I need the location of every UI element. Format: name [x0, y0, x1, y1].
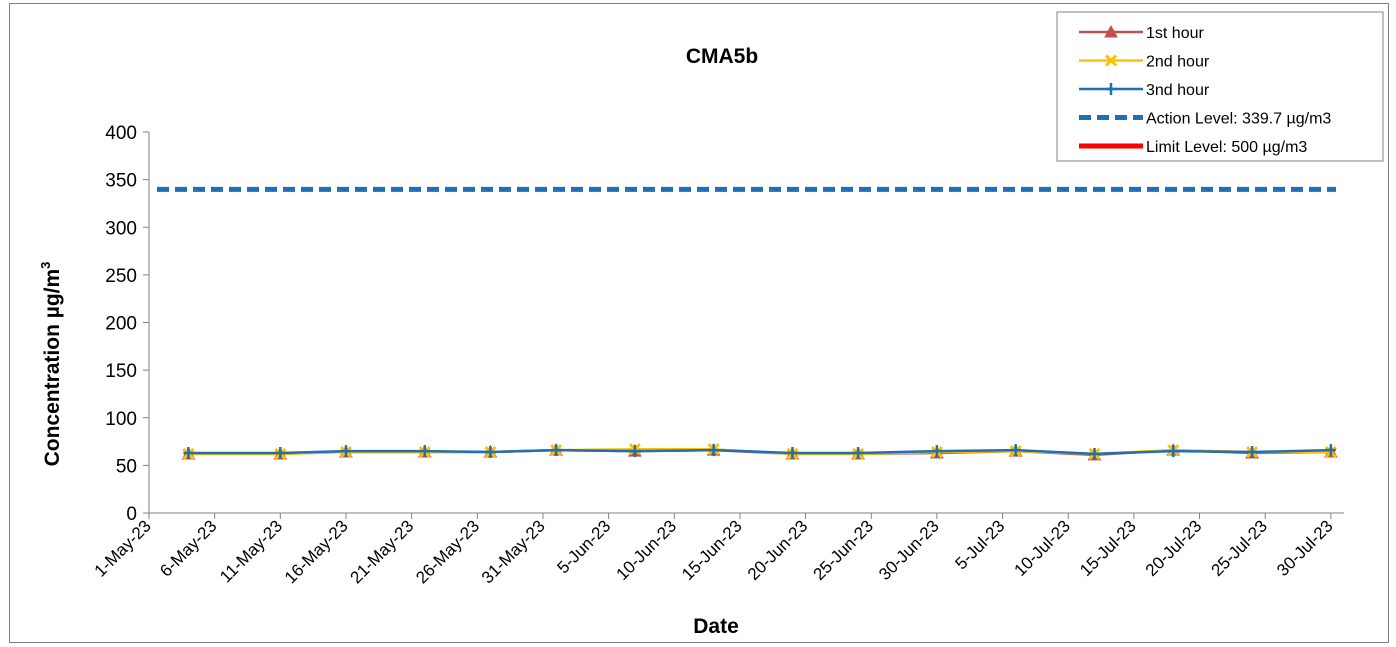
legend-item: Limit Level: 500 µg/m3 [1079, 139, 1307, 156]
data-point [1010, 444, 1021, 457]
data-point [1104, 24, 1118, 38]
legend-item: 3nd hour [1079, 82, 1210, 99]
x-tick-label: 5-Jun-23 [554, 516, 615, 577]
x-tick-label: 20-Jun-23 [744, 516, 812, 584]
data-point [1104, 54, 1118, 67]
y-tick-label: 350 [105, 171, 137, 192]
data-point [1089, 447, 1100, 460]
data-point [551, 444, 562, 457]
y-tick-label: 300 [105, 218, 137, 239]
y-axis-title-text: Concentration µg/m [41, 269, 64, 467]
y-axis: 0 50 100 150 200 250 300 350 400 [105, 123, 150, 525]
legend-item: 2nd hour [1079, 54, 1210, 71]
x-axis-title: Date [693, 615, 739, 638]
data-point [629, 445, 640, 458]
data-point [931, 445, 942, 458]
svg-text:Concentration µg/m3: Concentration µg/m3 [38, 262, 64, 467]
legend-label: Action Level: 339.7 µg/m3 [1146, 111, 1331, 128]
data-point [485, 446, 496, 459]
x-tick-label: 6-May-23 [156, 516, 220, 580]
y-tick-label: 250 [105, 266, 137, 287]
data-point [275, 446, 286, 459]
x-tick-label: 30-Jun-23 [875, 516, 943, 584]
chart-title: CMA5b [686, 45, 758, 68]
x-tick-label: 1-May-23 [91, 516, 155, 580]
y-tick-label: 50 [116, 456, 137, 477]
legend-label: 2nd hour [1146, 54, 1210, 71]
x-tick-label: 21-May-23 [347, 516, 418, 587]
chart-svg: CMA5b Concentration µg/m3 Date 0 50 100 150… [38, 11, 1384, 638]
series-line [188, 448, 1331, 456]
legend-item: 1st hour [1079, 24, 1204, 42]
data-point [1106, 83, 1116, 95]
legend-item: Action Level: 339.7 µg/m3 [1079, 111, 1331, 128]
y-axis-title: Concentration µg/m3 [38, 262, 64, 467]
chart-frame: CMA5b Concentration µg/m3 Date 0 50 100 150… [9, 3, 1389, 643]
y-tick-label: 400 [105, 123, 137, 144]
data-point [708, 444, 719, 457]
x-tick-label: 10-Jul-23 [1011, 516, 1075, 580]
x-tick-label: 16-May-23 [281, 516, 352, 587]
x-axis: 1-May-23 6-May-2311-May-2316-May-2321-May… [91, 512, 1344, 587]
x-tick-label: 10-Jun-23 [613, 516, 681, 584]
x-tick-label: 30-Jul-23 [1273, 516, 1337, 580]
x-tick-label: 15-Jul-23 [1076, 516, 1140, 580]
series-lines [181, 443, 1338, 461]
series-3 [183, 444, 1336, 460]
y-tick-label: 0 [126, 504, 137, 525]
data-point [1168, 445, 1179, 458]
legend: 1st hour 2nd hour 3nd hour Action Level: 33… [1056, 11, 1384, 162]
x-tick-label: 31-May-23 [478, 516, 549, 587]
data-point [787, 446, 798, 459]
y-axis-title-superscript: 3 [38, 262, 53, 269]
data-point [183, 446, 194, 459]
data-point [419, 445, 430, 458]
x-tick-label: 20-Jul-23 [1142, 516, 1206, 580]
data-point [853, 446, 864, 459]
data-point [340, 445, 351, 458]
x-tick-label: 11-May-23 [216, 516, 286, 586]
x-tick-label: 5-Jul-23 [952, 516, 1009, 573]
legend-label: Limit Level: 500 µg/m3 [1146, 139, 1307, 156]
x-tick-label: 25-Jul-23 [1207, 516, 1271, 580]
y-tick-label: 200 [105, 314, 137, 335]
legend-label: 1st hour [1146, 25, 1204, 42]
y-tick-label: 100 [105, 409, 137, 430]
legend-label: 3nd hour [1146, 82, 1210, 99]
data-point [1247, 446, 1258, 459]
x-tick-label: 15-Jun-23 [678, 516, 746, 584]
x-tick-label: 26-May-23 [412, 516, 483, 587]
y-tick-label: 150 [105, 361, 137, 382]
x-tick-label: 25-Jun-23 [810, 516, 878, 584]
data-point [1325, 444, 1336, 457]
